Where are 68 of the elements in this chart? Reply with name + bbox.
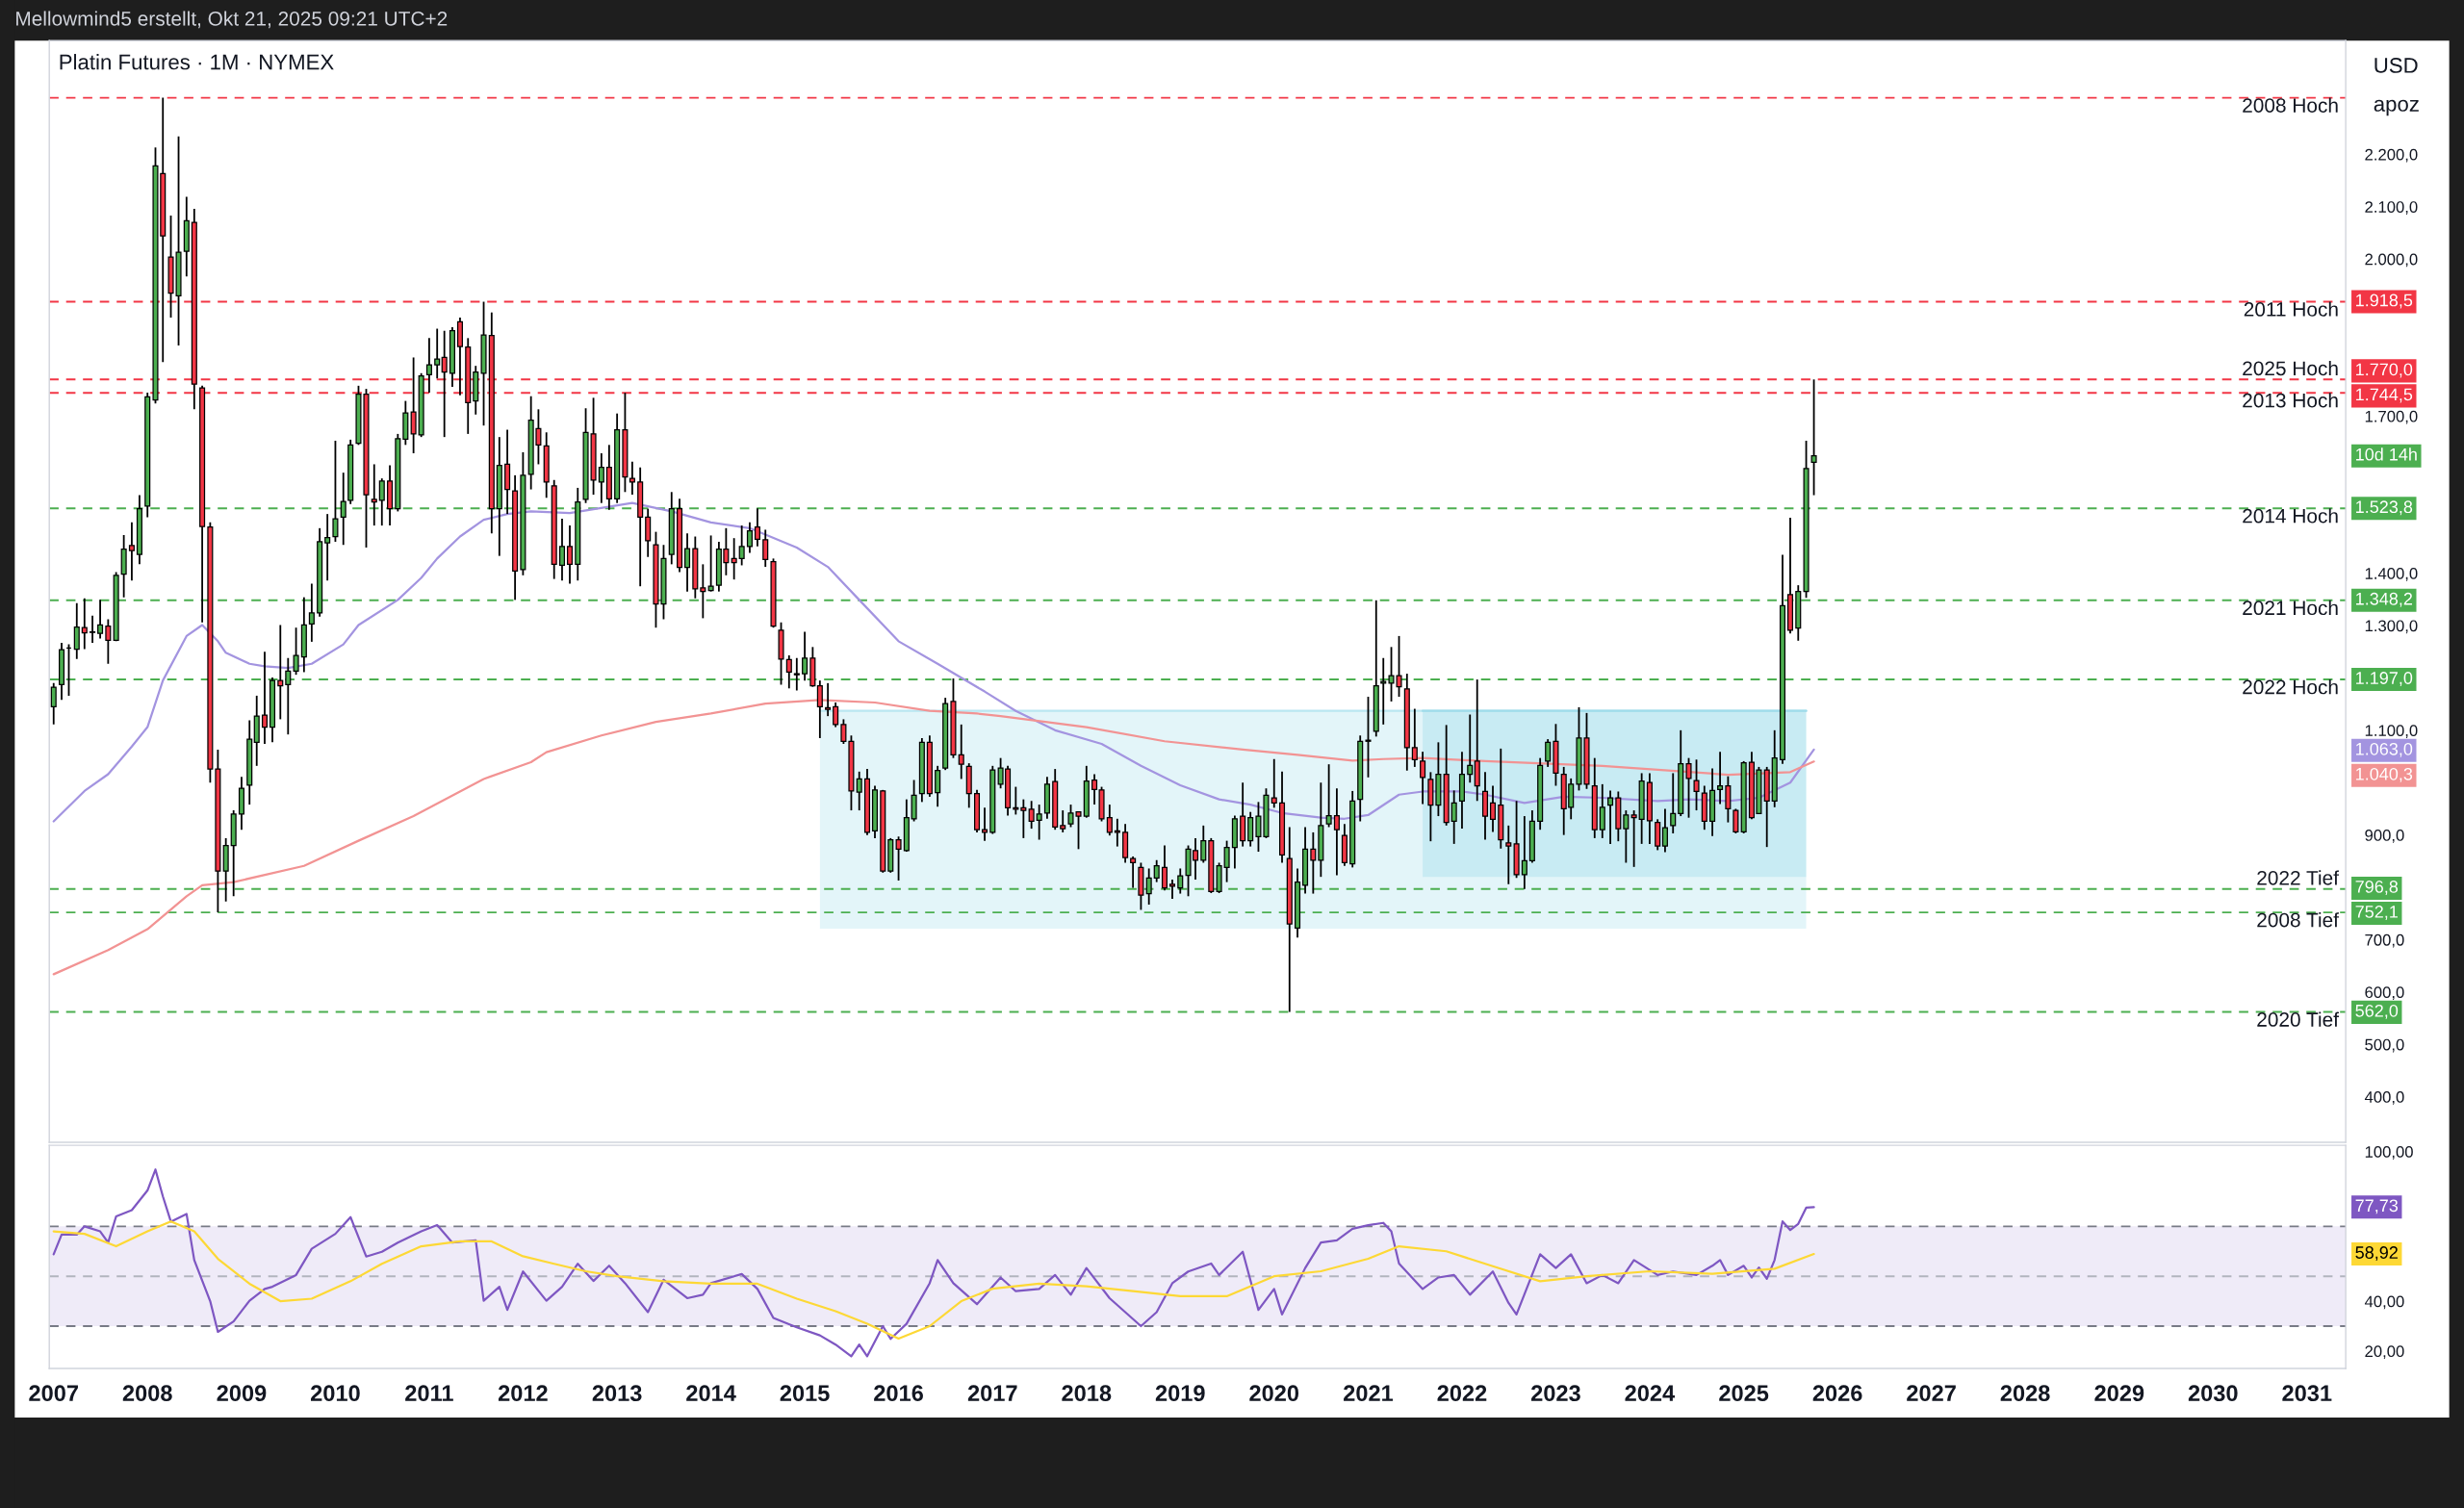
text: 58,92 — [2355, 1246, 2398, 1262]
y-tick-label: 100,00 — [2365, 1146, 2413, 1160]
x-tick-label: 2008 — [122, 1385, 172, 1402]
x-tick-label: 2022 — [1437, 1385, 1487, 1402]
ref-line-label: 1.918,5 — [2356, 294, 2413, 309]
x-tick-label: 2031 — [2282, 1385, 2332, 1402]
x-tick-label: 2024 — [1625, 1385, 1676, 1402]
y-tick-label: 1.400,0 — [2365, 568, 2418, 581]
x-tick-label: 2021 — [1344, 1385, 1394, 1402]
annotation: 2020 Tief — [2257, 1011, 2339, 1027]
text: 1.063,0 — [2356, 742, 2413, 757]
x-tick-label: 2009 — [217, 1385, 267, 1402]
annotation: 2022 Tief — [2257, 870, 2339, 885]
x-tick-label: 2026 — [1812, 1385, 1862, 1402]
annotation: 2008 Tief — [2257, 912, 2339, 928]
ref-line-label: 1.523,8 — [2356, 500, 2413, 516]
x-tick-label: 2030 — [2188, 1385, 2238, 1402]
x-tick-label: 2011 — [405, 1385, 453, 1402]
annotation: 2014 Hoch — [2243, 508, 2338, 524]
x-tick-label: 2014 — [686, 1385, 736, 1402]
y-tick-label: 20,00 — [2365, 1345, 2404, 1360]
y-tick-label: 40,00 — [2364, 1295, 2404, 1310]
ref-line-label: 1.744,5 — [2356, 388, 2413, 403]
ref-line-label: 562,0 — [2355, 1004, 2399, 1019]
y-tick-label: 600,0 — [2365, 986, 2404, 1001]
x-tick-label: 2018 — [1062, 1385, 1112, 1402]
annotation: 2021 Hoch — [2243, 600, 2338, 616]
x-tick-label: 2015 — [780, 1385, 830, 1402]
y-tick-label: 2.000,0 — [2365, 253, 2418, 268]
y-tick-label: 1.700,0 — [2365, 410, 2418, 424]
x-tick-label: 2019 — [1155, 1385, 1205, 1402]
chart-subtitle: Mellowmind5 erstellt, Okt 21, 2025 09:21 UTC+2 — [16, 11, 448, 29]
y-tick-label: 2.100,0 — [2365, 201, 2418, 215]
x-tick-label: 2028 — [2000, 1385, 2050, 1402]
x-tick-label: 2013 — [592, 1385, 642, 1402]
text: 1.040,3 — [2356, 767, 2413, 782]
text: 10d 14h — [2356, 447, 2417, 461]
text: USD — [2374, 58, 2418, 73]
annotation: 2013 Hoch — [2243, 393, 2338, 408]
x-tick-label: 2029 — [2094, 1385, 2144, 1402]
annotation: 2011 Hoch — [2244, 301, 2338, 317]
y-tick-label: 400,0 — [2364, 1091, 2404, 1105]
y-tick-label: 500,0 — [2365, 1038, 2404, 1053]
y-tick-label: 900,0 — [2365, 830, 2404, 843]
x-tick-label: 2027 — [1907, 1385, 1956, 1402]
ref-line-label: 796,8 — [2355, 881, 2399, 895]
ref-line-label: 1.197,0 — [2356, 672, 2413, 687]
y-tick-label: 1.100,0 — [2365, 725, 2418, 738]
annotation: 2008 Hoch — [2243, 97, 2338, 113]
y-tick-label: 1.300,0 — [2365, 620, 2418, 634]
x-tick-label: 2016 — [874, 1385, 923, 1402]
chart-title: Platin Futures · 1M · NYMEX — [60, 54, 334, 70]
x-tick-label: 2012 — [498, 1385, 548, 1402]
x-tick-label: 2025 — [1719, 1385, 1769, 1402]
y-tick-label: 700,0 — [2365, 933, 2404, 948]
x-tick-label: 2020 — [1249, 1385, 1299, 1402]
text: apoz — [2374, 99, 2419, 116]
y-tick-label: 2.200,0 — [2365, 148, 2418, 163]
ref-line-label: 1.770,0 — [2356, 363, 2413, 378]
ref-line-label: 1.348,2 — [2356, 592, 2412, 607]
x-tick-label: 2023 — [1531, 1385, 1580, 1402]
x-tick-label: 2007 — [29, 1385, 78, 1402]
x-tick-label: 2017 — [967, 1385, 1017, 1402]
ref-line-label: 752,1 — [2355, 906, 2398, 920]
annotation: 2025 Hoch — [2243, 360, 2338, 376]
annotation: 2022 Hoch — [2243, 679, 2338, 695]
text: 77,73 — [2355, 1199, 2399, 1214]
x-tick-label: 2010 — [311, 1385, 360, 1402]
